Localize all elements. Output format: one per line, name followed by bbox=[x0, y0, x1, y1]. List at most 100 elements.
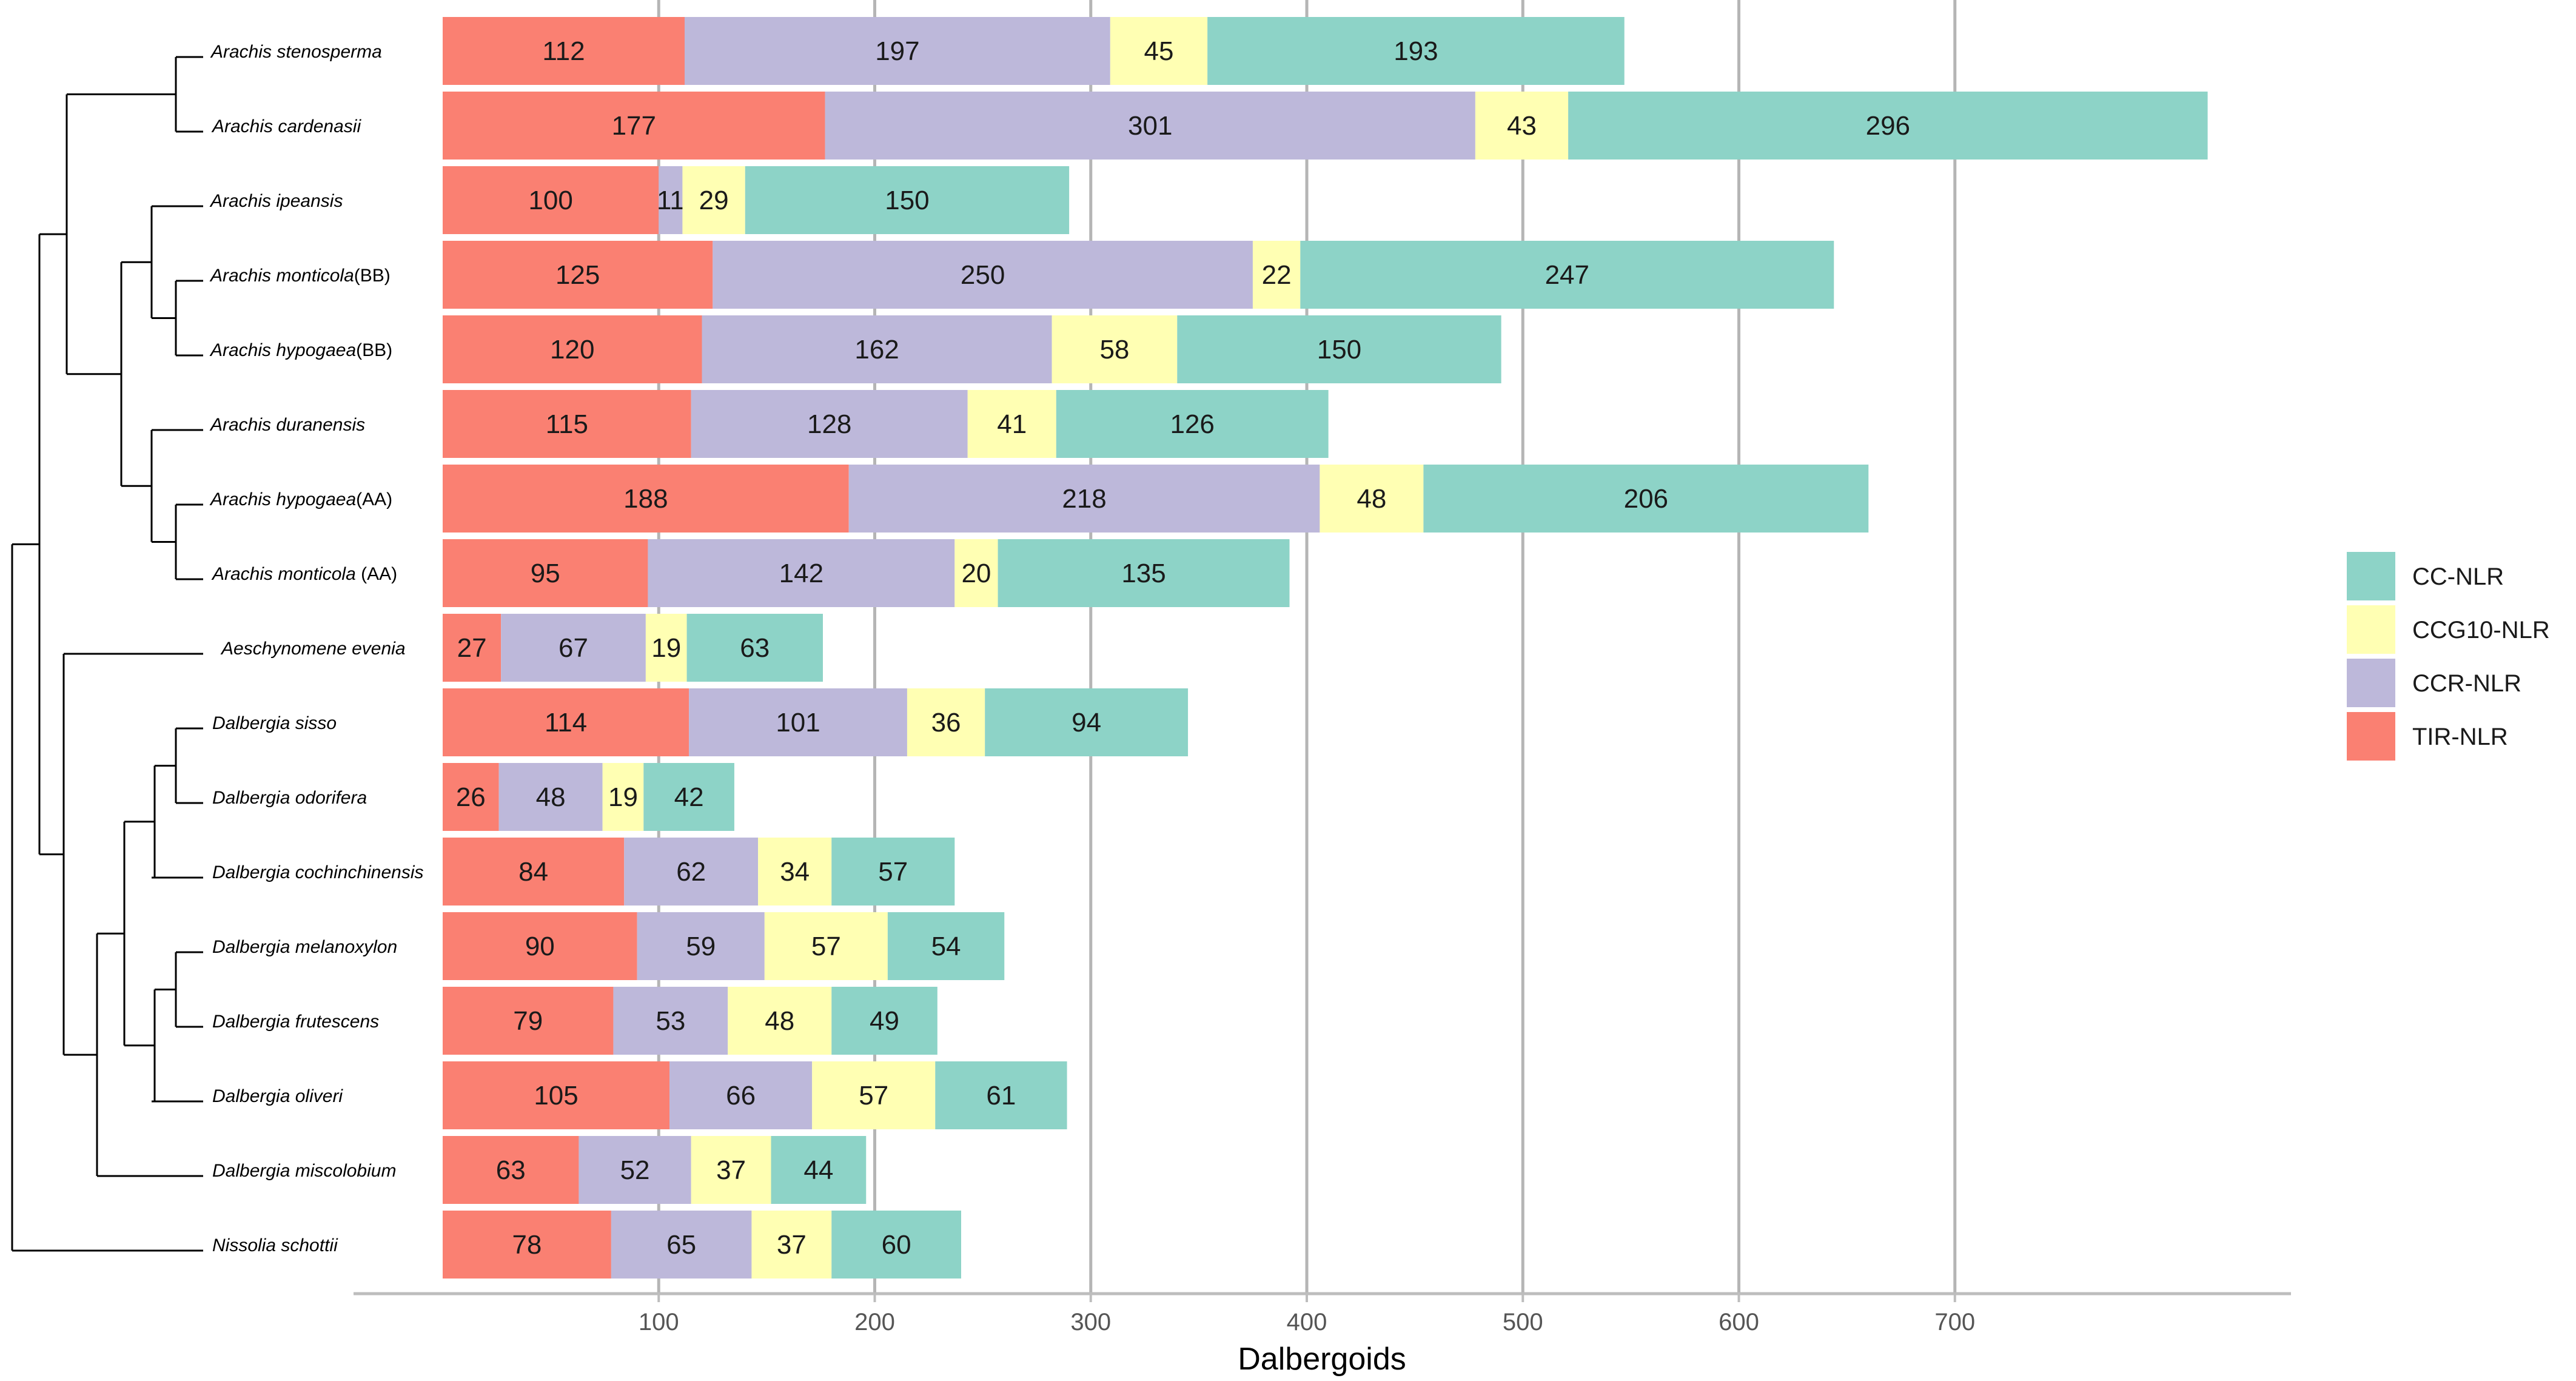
bar-value-label: 45 bbox=[1144, 36, 1173, 66]
bar-value-label: 57 bbox=[811, 932, 841, 961]
bar-value-label: 112 bbox=[542, 36, 585, 66]
bar-value-label: 162 bbox=[854, 335, 899, 365]
bar-segment-ccr-nlr bbox=[689, 688, 907, 756]
bar-segment-tir-nlr bbox=[443, 987, 614, 1055]
legend: CC-NLR CCG10-NLR CCR-NLR TIR-NLR bbox=[2347, 552, 2550, 761]
bar-segment-ccr-nlr bbox=[669, 1061, 813, 1129]
bar-segment-ccr-nlr bbox=[713, 241, 1253, 309]
x-tick-label: 400 bbox=[1287, 1309, 1327, 1336]
species-label: Dalbergia oliveri bbox=[212, 1086, 343, 1106]
bar-value-label: 115 bbox=[546, 409, 588, 439]
legend-item-ccg10-nlr: CCG10-NLR bbox=[2347, 605, 2550, 654]
bar-segment-ccg10-nlr bbox=[645, 614, 687, 682]
bar-segment-ccr-nlr bbox=[498, 763, 603, 831]
bar-segment-tir-nlr bbox=[443, 838, 625, 906]
bar-value-label: 61 bbox=[986, 1081, 1016, 1111]
bar-value-label: 42 bbox=[674, 782, 704, 812]
bar-row: 105 66 57 61 bbox=[443, 1061, 1067, 1129]
bar-segment-ccg10-nlr bbox=[812, 1061, 936, 1129]
species-label: Arachis stenosperma bbox=[210, 42, 382, 62]
bar-value-label: 100 bbox=[528, 186, 572, 215]
bar-row: 27 67 19 63 bbox=[443, 614, 823, 682]
bar-value-label: 27 bbox=[457, 633, 487, 663]
bar-row: 125 250 22 247 bbox=[443, 241, 1834, 309]
x-tick-label: 300 bbox=[1070, 1309, 1111, 1336]
bar-value-label: 150 bbox=[1317, 335, 1361, 365]
bar-value-label: 66 bbox=[726, 1081, 756, 1111]
bar-value-label: 188 bbox=[623, 484, 668, 514]
bar-row: 79 53 48 49 bbox=[443, 987, 937, 1055]
bar-value-label: 105 bbox=[534, 1081, 578, 1111]
x-tick-label: 600 bbox=[1719, 1309, 1759, 1336]
x-tick-label: 700 bbox=[1934, 1309, 1975, 1336]
bar-value-label: 29 bbox=[699, 186, 729, 215]
bar-segment-ccg10-nlr bbox=[907, 688, 985, 756]
species-label: Arachis cardenasii bbox=[211, 116, 361, 136]
bar-segment-ccg10-nlr bbox=[954, 539, 998, 607]
bar-row: 120 162 58 150 bbox=[443, 315, 1501, 383]
bar-segment-cc-nlr bbox=[935, 1061, 1067, 1129]
bar-value-label: 37 bbox=[716, 1155, 746, 1185]
bar-segment-ccg10-nlr bbox=[1475, 92, 1569, 160]
legend-item-tir-nlr: TIR-NLR bbox=[2347, 712, 2508, 761]
bar-row: 63 52 37 44 bbox=[443, 1136, 867, 1204]
bar-value-label: 26 bbox=[456, 782, 486, 812]
legend-label: CCG10-NLR bbox=[2412, 617, 2550, 643]
x-axis-title: Dalbergoids bbox=[1238, 1342, 1406, 1377]
species-label: Dalbergia frutescens bbox=[212, 1012, 379, 1032]
bar-value-label: 59 bbox=[686, 932, 716, 961]
bar-value-label: 19 bbox=[608, 782, 638, 812]
bar-value-label: 44 bbox=[803, 1155, 833, 1185]
bar-segment-ccr-nlr bbox=[685, 17, 1110, 85]
bar-value-label: 150 bbox=[885, 186, 929, 215]
bar-segment-cc-nlr bbox=[1177, 315, 1501, 383]
species-label: Arachis monticola (AA) bbox=[211, 564, 397, 584]
bar-value-label: 19 bbox=[651, 633, 681, 663]
bar-value-label: 54 bbox=[931, 932, 961, 961]
bar-value-label: 34 bbox=[780, 857, 810, 887]
bar-segment-ccg10-nlr bbox=[758, 838, 832, 906]
species-label: Dalbergia miscolobium bbox=[212, 1161, 396, 1181]
bar-segment-tir-nlr bbox=[443, 539, 648, 607]
species-label: Dalbergia melanoxylon bbox=[212, 937, 397, 957]
x-tick-label: 200 bbox=[854, 1309, 895, 1336]
bar-segment-cc-nlr bbox=[643, 763, 734, 831]
bar-value-label: 63 bbox=[740, 633, 770, 663]
bar-segment-ccr-nlr bbox=[848, 465, 1320, 533]
species-label: Aeschynomene evenia bbox=[220, 639, 406, 659]
bar-segment-cc-nlr bbox=[771, 1136, 867, 1204]
bar-segment-cc-nlr bbox=[831, 1211, 961, 1279]
bar-segment-cc-nlr bbox=[1300, 241, 1834, 309]
legend-label: CC-NLR bbox=[2412, 563, 2504, 590]
bar-value-label: 65 bbox=[666, 1230, 696, 1260]
bar-segment-cc-nlr bbox=[998, 539, 1290, 607]
bar-segment-tir-nlr bbox=[443, 614, 501, 682]
bar-value-label: 48 bbox=[536, 782, 566, 812]
bar-value-label: 120 bbox=[550, 335, 594, 365]
phylogenetic-tree bbox=[11, 56, 203, 1252]
bar-segment-ccg10-nlr bbox=[751, 1211, 832, 1279]
legend-swatch bbox=[2347, 605, 2395, 654]
bar-row: 115 128 41 126 bbox=[443, 390, 1329, 458]
bar-segment-cc-nlr bbox=[745, 166, 1070, 234]
bar-segment-tir-nlr bbox=[443, 912, 637, 980]
bar-segment-tir-nlr bbox=[443, 688, 689, 756]
bar-value-label: 62 bbox=[676, 857, 706, 887]
legend-label: TIR-NLR bbox=[2412, 724, 2508, 750]
bar-segment-tir-nlr bbox=[443, 390, 691, 458]
bar-value-label: 22 bbox=[1262, 260, 1292, 290]
bar-segment-ccg10-nlr bbox=[1320, 465, 1424, 533]
bar-segment-tir-nlr bbox=[443, 315, 702, 383]
bar-segment-ccg10-nlr bbox=[1252, 241, 1301, 309]
bar-value-label: 90 bbox=[525, 932, 555, 961]
bar-value-label: 125 bbox=[555, 260, 600, 290]
bar-value-label: 193 bbox=[1394, 36, 1438, 66]
species-label: Arachis hypogaea(BB) bbox=[209, 340, 392, 360]
bar-segment-cc-nlr bbox=[887, 912, 1005, 980]
bar-value-label: 41 bbox=[997, 409, 1027, 439]
bar-segment-ccg10-nlr bbox=[682, 166, 745, 234]
bar-value-label: 247 bbox=[1545, 260, 1589, 290]
bar-value-label: 197 bbox=[875, 36, 919, 66]
bar-value-label: 114 bbox=[545, 708, 587, 738]
species-label: Arachis monticola(BB) bbox=[209, 266, 391, 286]
